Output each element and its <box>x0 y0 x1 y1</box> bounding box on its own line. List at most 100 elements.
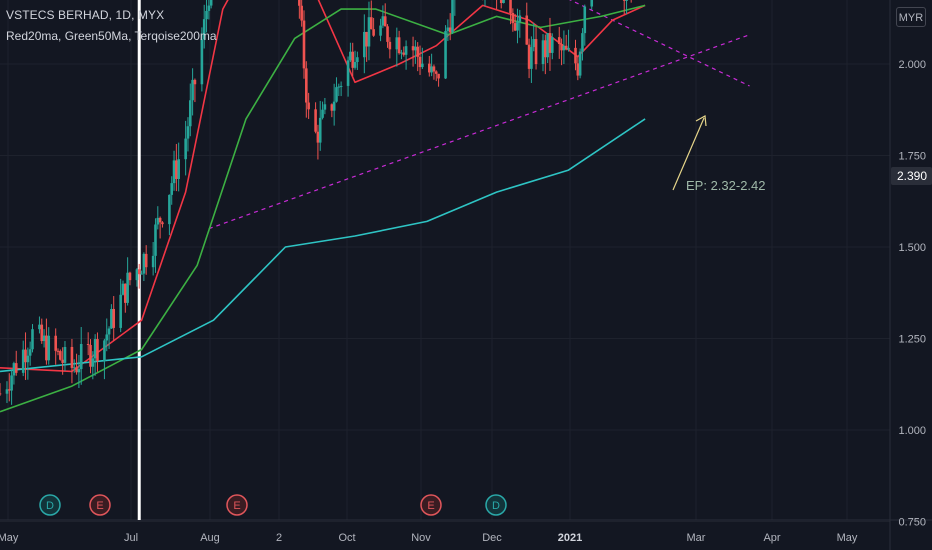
candle-body <box>154 224 157 256</box>
candle-body <box>421 63 424 68</box>
candle-body <box>574 47 577 64</box>
candle-body <box>47 335 51 361</box>
event-marker-label: E <box>427 500 434 512</box>
candle-body <box>557 37 561 44</box>
candle-body <box>75 367 78 373</box>
event-marker-label: D <box>492 500 500 512</box>
candle-body <box>395 37 399 50</box>
candle-body <box>314 109 317 132</box>
candle-body <box>70 346 74 368</box>
earnings-marker[interactable] <box>420 494 442 516</box>
event-marker-label: E <box>233 500 240 512</box>
candle-body <box>416 46 419 57</box>
candle-body <box>548 33 552 53</box>
time-axis-label: Apr <box>763 532 780 544</box>
candle-body <box>550 37 554 53</box>
candle-body <box>40 324 44 342</box>
candle-body <box>337 86 341 88</box>
candle-body <box>335 87 338 102</box>
dividend-marker[interactable] <box>485 494 507 516</box>
candle-body <box>432 66 436 72</box>
candle-body <box>404 46 408 55</box>
candle-body <box>168 194 171 225</box>
candle-body <box>418 56 422 68</box>
currency-button[interactable]: MYR <box>896 7 926 27</box>
candle-body <box>42 335 46 342</box>
event-marker-label: D <box>46 500 54 512</box>
ma200-line <box>0 118 646 373</box>
candle-body <box>24 349 27 363</box>
candle-body <box>323 104 327 110</box>
candle-body <box>209 0 213 6</box>
candle-body <box>91 358 95 367</box>
resistance-trendline[interactable] <box>56 0 750 87</box>
candle-body <box>530 47 533 69</box>
candle-body <box>140 273 143 275</box>
candle-body <box>12 363 16 376</box>
candle-body <box>428 63 431 73</box>
time-axis-label: Nov <box>411 532 431 544</box>
candle-body <box>318 117 322 143</box>
candle-body <box>170 183 174 195</box>
price-axis-label: 1.500 <box>898 242 926 254</box>
time-axis-label: Aug <box>200 532 220 544</box>
indicator-legend[interactable]: Red20ma, Green50Ma, Terqoise200ma <box>6 29 217 43</box>
candle-body <box>96 339 99 362</box>
candle-body <box>77 369 81 373</box>
target-arrow-line[interactable] <box>672 117 705 191</box>
candle-body <box>446 27 450 31</box>
time-axis-label: 2021 <box>558 532 582 544</box>
candle-body <box>158 217 162 223</box>
candle-body <box>107 328 111 335</box>
candle-body <box>172 160 176 184</box>
candle-body <box>321 109 324 118</box>
candle-body <box>200 39 204 85</box>
earnings-marker[interactable] <box>226 494 248 516</box>
candle-body <box>119 294 122 328</box>
candle-body <box>332 101 336 111</box>
candle-body <box>534 39 538 65</box>
candle-body <box>625 0 628 1</box>
candle-body <box>144 253 148 268</box>
candle-body <box>86 343 90 345</box>
candle-body <box>161 222 164 225</box>
time-axis-label: Jul <box>124 532 138 544</box>
candle-body <box>21 349 25 373</box>
candle-body <box>541 40 545 65</box>
candle-body <box>193 79 197 85</box>
candle-body <box>581 33 584 52</box>
symbol-title[interactable]: VSTECS BERHAD, 1D, MYX <box>6 8 165 22</box>
candle-body <box>567 47 570 50</box>
candle-body <box>386 26 389 42</box>
candle-body <box>444 30 447 79</box>
candle-body <box>110 308 113 329</box>
candle-body <box>356 57 359 63</box>
candle-body <box>590 0 594 7</box>
dividend-marker[interactable] <box>39 494 61 516</box>
earnings-marker[interactable] <box>89 494 111 516</box>
price-axis-label: 1.250 <box>898 334 926 346</box>
candle-body <box>560 43 563 51</box>
candle-body <box>124 283 127 303</box>
candle-body <box>448 27 452 33</box>
time-axis-label: Mar <box>687 532 706 544</box>
candle-body <box>353 62 357 68</box>
candle-body <box>525 15 529 45</box>
last-price-tag: 2.390 <box>891 167 932 185</box>
candle-body <box>346 60 350 86</box>
candle-body <box>142 253 146 274</box>
candle-body <box>79 343 83 370</box>
candle-body <box>128 272 132 281</box>
candle-body <box>400 52 403 54</box>
candle-body <box>397 37 401 54</box>
candle-body <box>544 40 547 58</box>
candle-body <box>388 41 392 50</box>
candle-body <box>437 73 440 79</box>
ma50-line <box>0 4 646 413</box>
candle-body <box>89 344 92 367</box>
candle-body <box>381 16 385 26</box>
candle-body <box>411 46 415 51</box>
candle-body <box>14 363 18 373</box>
